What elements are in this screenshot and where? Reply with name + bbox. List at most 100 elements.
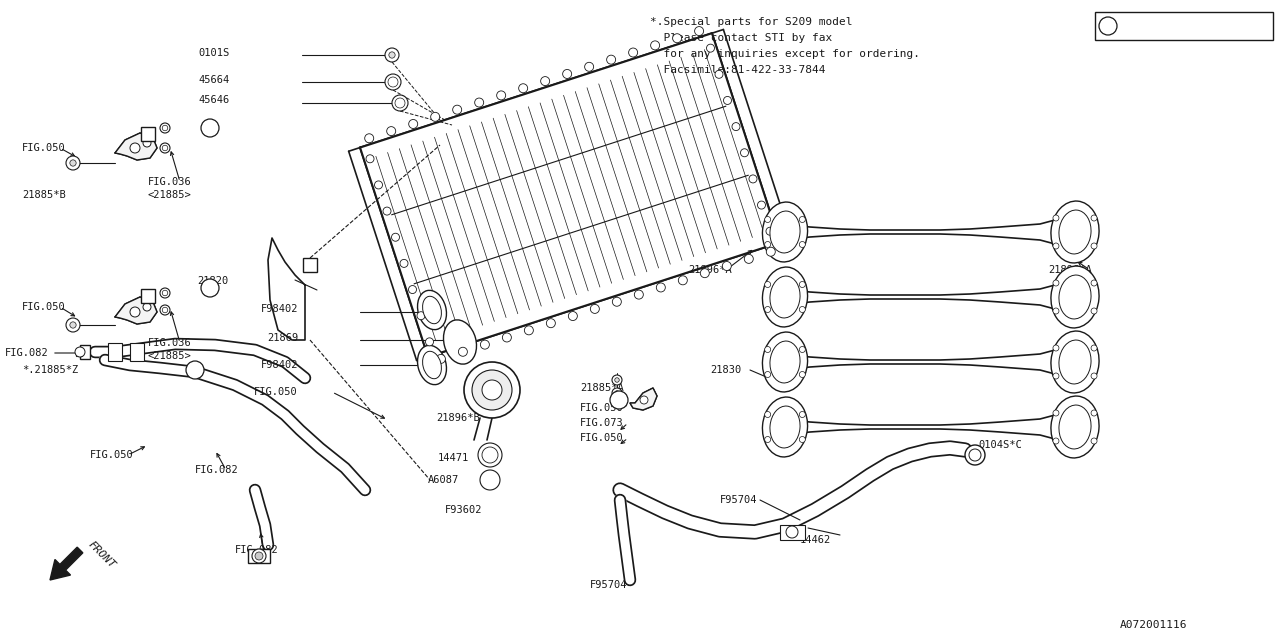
Circle shape [764,436,771,442]
Bar [76,348,82,356]
Text: FIG.050: FIG.050 [22,302,65,312]
Bar [780,525,805,540]
Text: FIG.050: FIG.050 [580,403,623,413]
Circle shape [568,312,577,321]
Ellipse shape [763,267,808,327]
Ellipse shape [763,397,808,457]
Circle shape [650,41,659,50]
Bar [1094,12,1274,40]
Circle shape [672,34,682,43]
Circle shape [160,288,170,298]
Text: 1: 1 [207,124,212,134]
Circle shape [612,388,622,398]
Circle shape [131,143,140,153]
Circle shape [252,549,266,563]
Ellipse shape [1059,405,1091,449]
Text: 0104S*C: 0104S*C [978,440,1021,450]
Polygon shape [115,133,157,160]
Circle shape [67,156,79,170]
Ellipse shape [771,211,800,253]
Circle shape [635,290,644,299]
Text: F98402: F98402 [261,360,298,370]
Circle shape [465,362,520,418]
Circle shape [163,307,168,313]
Circle shape [590,305,599,314]
Circle shape [1053,243,1059,249]
Circle shape [741,148,749,157]
Polygon shape [360,33,780,356]
Bar [141,289,155,303]
Ellipse shape [422,351,442,379]
Circle shape [375,181,383,189]
Circle shape [1091,373,1097,379]
Ellipse shape [1059,275,1091,319]
Text: 14471: 14471 [438,453,470,463]
Circle shape [425,338,434,346]
Circle shape [1091,280,1097,286]
Bar [248,549,270,563]
Circle shape [385,74,401,90]
Circle shape [547,319,556,328]
Circle shape [365,134,374,143]
Circle shape [640,396,648,404]
Text: 45646: 45646 [198,95,230,105]
Circle shape [1053,280,1059,286]
Circle shape [799,346,805,353]
Circle shape [160,305,170,315]
Text: 21869: 21869 [266,333,298,343]
Text: FIG.073: FIG.073 [580,418,623,428]
Circle shape [502,333,512,342]
Text: A: A [307,261,314,271]
Ellipse shape [1051,201,1100,263]
Circle shape [143,303,151,311]
Circle shape [186,361,204,379]
Circle shape [163,145,168,151]
Text: 1: 1 [207,284,212,294]
Circle shape [764,241,771,248]
Circle shape [483,380,502,400]
Circle shape [764,307,771,312]
Circle shape [764,371,771,378]
Circle shape [1091,345,1097,351]
Bar [141,127,155,141]
Ellipse shape [1051,266,1100,328]
Text: FIG.082: FIG.082 [195,465,239,475]
Text: 0104S*B: 0104S*B [1124,22,1171,32]
Text: A6087: A6087 [428,475,460,485]
Text: FIG.050: FIG.050 [22,143,65,153]
Text: 21885*A: 21885*A [580,383,623,393]
Circle shape [1053,345,1059,351]
Text: 21885*B: 21885*B [22,190,65,200]
Circle shape [255,552,262,560]
Text: 21896*A: 21896*A [689,265,732,275]
Circle shape [612,375,622,385]
Text: A: A [145,292,151,302]
FancyArrow shape [50,547,83,580]
Circle shape [563,70,572,79]
Circle shape [160,123,170,133]
Circle shape [366,155,374,163]
Ellipse shape [771,276,800,318]
Circle shape [392,233,399,241]
Circle shape [475,98,484,107]
Ellipse shape [1051,331,1100,393]
Circle shape [799,371,805,378]
Circle shape [472,370,512,410]
Text: FIG.036: FIG.036 [148,177,192,187]
Circle shape [1091,410,1097,416]
Circle shape [764,412,771,417]
Circle shape [611,391,628,409]
Text: FRONT: FRONT [87,540,118,570]
Text: FIG.082: FIG.082 [5,348,49,358]
Circle shape [700,269,709,278]
Text: Please contact STI by fax: Please contact STI by fax [650,33,832,43]
Circle shape [799,216,805,223]
Circle shape [387,127,396,136]
Circle shape [525,326,534,335]
Text: 1: 1 [616,396,622,406]
Circle shape [758,201,765,209]
Text: *.Special parts for S209 model: *.Special parts for S209 model [650,17,852,27]
Circle shape [765,227,774,236]
Circle shape [1100,17,1117,35]
Circle shape [628,48,637,57]
